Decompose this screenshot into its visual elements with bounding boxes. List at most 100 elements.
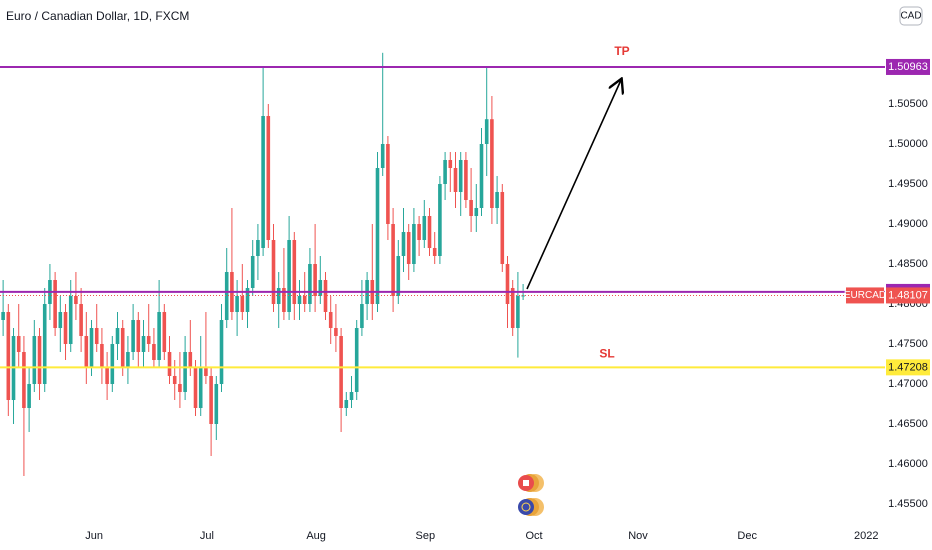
candle-body: [510, 288, 515, 328]
x-tick-label: Jun: [85, 530, 103, 542]
candle-body: [474, 208, 479, 216]
candle-body: [287, 240, 291, 312]
y-tick-label: 1.46500: [888, 418, 928, 430]
currency[interactable]: CAD: [900, 11, 921, 22]
candle-body: [282, 288, 286, 312]
candle-body: [162, 312, 167, 352]
candle-body: [204, 368, 208, 376]
candle-body: [172, 376, 177, 384]
candle-body: [427, 216, 432, 248]
candle-body: [209, 376, 213, 424]
candle-body: [443, 160, 447, 184]
candle-body: [1, 312, 5, 320]
candle-body: [256, 240, 260, 256]
candle-body: [479, 144, 484, 208]
candle-body: [22, 352, 26, 408]
candle-body: [100, 344, 104, 368]
y-tick-label: 1.46000: [888, 458, 928, 470]
candle-body: [432, 248, 437, 256]
candle-body: [438, 184, 442, 256]
candle-body: [406, 232, 411, 264]
candle-body: [323, 280, 328, 312]
candle-body: [505, 264, 510, 304]
x-tick-label: Sep: [416, 530, 436, 542]
candle-body: [334, 328, 338, 336]
candle-body: [464, 160, 468, 200]
currency-box[interactable]: [899, 6, 923, 26]
candle-body: [360, 304, 364, 328]
candle-body: [276, 288, 281, 304]
price-tag-label: 1.50963: [888, 61, 928, 73]
candle-body: [308, 264, 312, 304]
candle-body: [27, 384, 31, 408]
candle-body: [6, 312, 11, 400]
candle-body: [193, 368, 198, 408]
candle-body: [188, 352, 193, 368]
candle-body: [469, 200, 473, 216]
candle-body: [157, 312, 161, 360]
candle-body: [318, 280, 323, 296]
candle-body: [396, 256, 401, 296]
candle-body: [349, 392, 354, 400]
candle-body: [484, 119, 489, 144]
candle-body: [240, 296, 245, 312]
candle-body: [120, 328, 125, 368]
candle-body: [58, 312, 63, 328]
price-tag-label: 1.47208: [888, 361, 928, 373]
candle-body: [79, 304, 83, 336]
x-tick-label: Oct: [525, 530, 542, 542]
candle-body: [250, 256, 255, 288]
candle-body: [68, 296, 73, 344]
y-tick-label: 1.48500: [888, 258, 928, 270]
candle-body: [354, 328, 359, 392]
candle-body: [141, 336, 146, 352]
x-tick-label: Dec: [737, 530, 757, 542]
y-tick-label: 1.50500: [888, 98, 928, 110]
candle-body: [224, 272, 229, 320]
candle-body: [271, 240, 276, 304]
level-label: SL: [599, 347, 614, 361]
candle-body: [178, 384, 182, 392]
candle-body: [297, 296, 302, 304]
candle-body: [42, 304, 47, 384]
candle-body: [32, 336, 37, 384]
candle-body: [37, 336, 42, 384]
price-tag: [886, 58, 930, 75]
candle-body: [386, 144, 390, 224]
event-icons: [518, 474, 544, 516]
candle-body: [516, 296, 520, 328]
candle-body: [328, 312, 333, 328]
y-tick-label: 1.49000: [888, 218, 928, 230]
candle-body: [266, 116, 271, 240]
y-tick-label: 1.47500: [888, 338, 928, 350]
x-tick-label: 2022: [854, 530, 878, 542]
arrow: [526, 80, 621, 290]
symbol-tag: [846, 287, 884, 304]
candle-body: [214, 384, 219, 424]
candle-body: [521, 295, 525, 297]
candle-body: [146, 336, 151, 344]
y-tick-label: 1.49500: [888, 178, 928, 190]
price-tag: [886, 359, 930, 376]
candle-body: [261, 116, 265, 248]
level-label: TP: [614, 44, 629, 58]
price-tag-label: 1.48107: [888, 289, 928, 301]
candle-body: [183, 352, 187, 392]
x-tick-label: Aug: [306, 530, 326, 542]
candle-body: [458, 160, 463, 192]
y-tick-label: 1.45500: [888, 498, 928, 510]
symbol-tag-label: EURCAD: [844, 290, 886, 301]
candle-body: [84, 336, 89, 368]
candle-body: [448, 160, 453, 168]
y-tick-label: 1.47000: [888, 378, 928, 390]
candle-body: [74, 296, 78, 304]
candle-body: [94, 328, 99, 344]
x-tick-label: Jul: [200, 530, 214, 542]
candle-body: [89, 328, 94, 368]
candle-body: [344, 400, 349, 408]
price-tag: [886, 287, 930, 304]
candle-body: [453, 168, 458, 192]
candle-body: [490, 119, 494, 208]
